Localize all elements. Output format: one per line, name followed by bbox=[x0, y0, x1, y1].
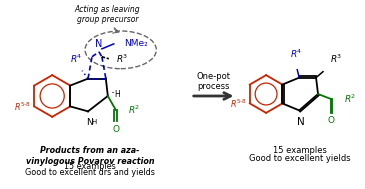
Text: $R^3$: $R^3$ bbox=[116, 53, 128, 65]
Text: 15 examples: 15 examples bbox=[64, 163, 116, 171]
Text: H: H bbox=[114, 90, 120, 98]
Text: O: O bbox=[327, 116, 334, 125]
Text: Products from an aza-
vinylogous Povarov reaction: Products from an aza- vinylogous Povarov… bbox=[26, 146, 154, 167]
Text: $R^3$: $R^3$ bbox=[330, 52, 342, 65]
Text: $R^2$: $R^2$ bbox=[344, 93, 356, 105]
Text: N: N bbox=[86, 118, 92, 127]
Text: N: N bbox=[297, 117, 305, 127]
Text: Acting as leaving
group precursor: Acting as leaving group precursor bbox=[75, 5, 141, 24]
Text: N: N bbox=[95, 39, 103, 49]
Text: Good to excellent drs and yields: Good to excellent drs and yields bbox=[25, 168, 155, 177]
Text: One-pot
process: One-pot process bbox=[197, 72, 231, 91]
Text: $R^{5\text{-}8}$: $R^{5\text{-}8}$ bbox=[14, 100, 31, 113]
Text: 15 examples: 15 examples bbox=[273, 146, 327, 155]
Text: ·: · bbox=[111, 88, 115, 101]
Text: $R^4$: $R^4$ bbox=[290, 47, 303, 60]
Text: O: O bbox=[112, 125, 119, 134]
Text: $R^2$: $R^2$ bbox=[128, 104, 140, 116]
Text: $R^4$: $R^4$ bbox=[70, 52, 82, 65]
Text: H: H bbox=[91, 119, 97, 125]
Text: NMe₂: NMe₂ bbox=[124, 39, 147, 48]
Text: $R^{5\text{-}8}$: $R^{5\text{-}8}$ bbox=[230, 97, 247, 110]
Text: Good to excellent yields: Good to excellent yields bbox=[249, 154, 351, 163]
